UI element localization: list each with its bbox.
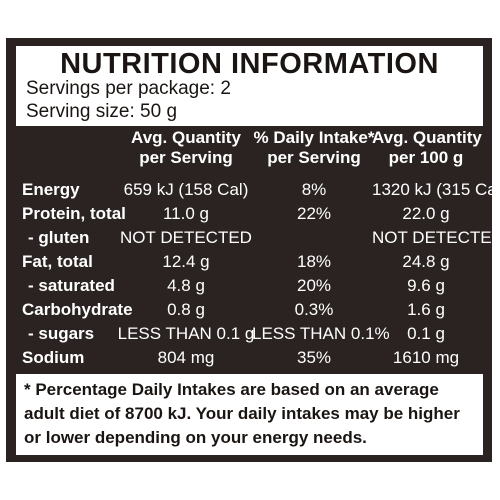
- daily-intake-value: 18%: [296, 252, 332, 271]
- nutrient-label: - saturated: [28, 276, 115, 295]
- table-row: Carbohydrate 0.8 g 0.3% 1.6 g: [16, 298, 483, 322]
- per-100g-value: 24.8 g: [402, 252, 450, 271]
- per-serving-value: 0.8 g: [167, 300, 205, 319]
- per-serving-value: 4.8 g: [167, 276, 205, 295]
- header-line: per Serving: [267, 148, 361, 167]
- header-daily-intake: % Daily Intake* per Serving: [252, 128, 376, 168]
- table-row: - sugars LESS THAN 0.1 g LESS THAN 0.1% 0.1…: [16, 322, 483, 346]
- per-100g-value: NOT DETECTED: [372, 228, 500, 247]
- nutrient-table-body: Energy 659 kJ (158 Cal) 8% 1320 kJ (315 Cal…: [16, 176, 500, 374]
- per-serving-value: 659 kJ (158 Cal): [123, 180, 249, 199]
- header-avg-per-100g: Avg. Quantity per 100 g: [372, 128, 482, 168]
- table-row: Fat, total 12.4 g 18% 24.8 g: [16, 250, 483, 274]
- header-line: per Serving: [139, 148, 233, 167]
- header-avg-per-serving: Avg. Quantity per Serving: [116, 128, 256, 168]
- daily-intake-value: 0.3%: [294, 300, 334, 319]
- serving-size: Serving size: 50 g: [26, 101, 178, 122]
- table-row: - gluten NOT DETECTED NOT DETECTED: [16, 226, 500, 250]
- per-100g-value: 1.6 g: [407, 300, 445, 319]
- header-line: Avg. Quantity: [372, 128, 482, 147]
- footnote: * Percentage Daily Intakes are based on …: [24, 380, 460, 447]
- header-line: Avg. Quantity: [131, 128, 241, 147]
- table-row: Sodium 804 mg 35% 1610 mg: [16, 346, 483, 370]
- per-serving-value: LESS THAN 0.1 g: [117, 324, 255, 343]
- per-serving-value: 804 mg: [157, 348, 215, 367]
- nutrient-label: - gluten: [28, 228, 90, 247]
- per-100g-value: 0.1 g: [407, 324, 445, 343]
- per-serving-value: NOT DETECTED: [120, 228, 252, 247]
- daily-intake-value: LESS THAN 0.1%: [252, 324, 390, 343]
- daily-intake-value: 8%: [301, 180, 327, 199]
- servings-per-package: Servings per package: 2: [26, 78, 231, 99]
- nutrient-label: Energy: [22, 180, 80, 199]
- table-row: - saturated 4.8 g 20% 9.6 g: [16, 274, 483, 298]
- nutrient-label: Protein, total: [22, 204, 126, 223]
- nutrient-label: Sodium: [22, 348, 85, 367]
- panel-title: NUTRITION INFORMATION: [60, 48, 439, 80]
- table-row: Energy 659 kJ (158 Cal) 8% 1320 kJ (315 Cal…: [16, 178, 500, 202]
- per-100g-value: 22.0 g: [402, 204, 450, 223]
- header-line: per 100 g: [388, 148, 464, 167]
- per-100g-value: 9.6 g: [407, 276, 445, 295]
- per-serving-value: 12.4 g: [162, 252, 210, 271]
- daily-intake-value: 20%: [296, 276, 332, 295]
- daily-intake-value: 22%: [296, 204, 332, 223]
- nutrition-panel: NUTRITION INFORMATION Servings per packa…: [16, 46, 500, 455]
- per-serving-value: 11.0 g: [162, 204, 209, 223]
- nutrient-label: Carbohydrate: [22, 300, 133, 319]
- nutrient-label: - sugars: [28, 324, 95, 343]
- table-row: Protein, total 11.0 g 22% 22.0 g: [16, 202, 483, 226]
- daily-intake-value: 35%: [296, 348, 332, 367]
- nutrient-label: Fat, total: [22, 252, 93, 271]
- per-100g-value: 1320 kJ (315 Cal): [372, 180, 500, 199]
- header-line: % Daily Intake*: [253, 128, 375, 147]
- per-100g-value: 1610 mg: [392, 348, 460, 367]
- table-header: Avg. Quantity per Serving % Daily Intake…: [16, 126, 483, 176]
